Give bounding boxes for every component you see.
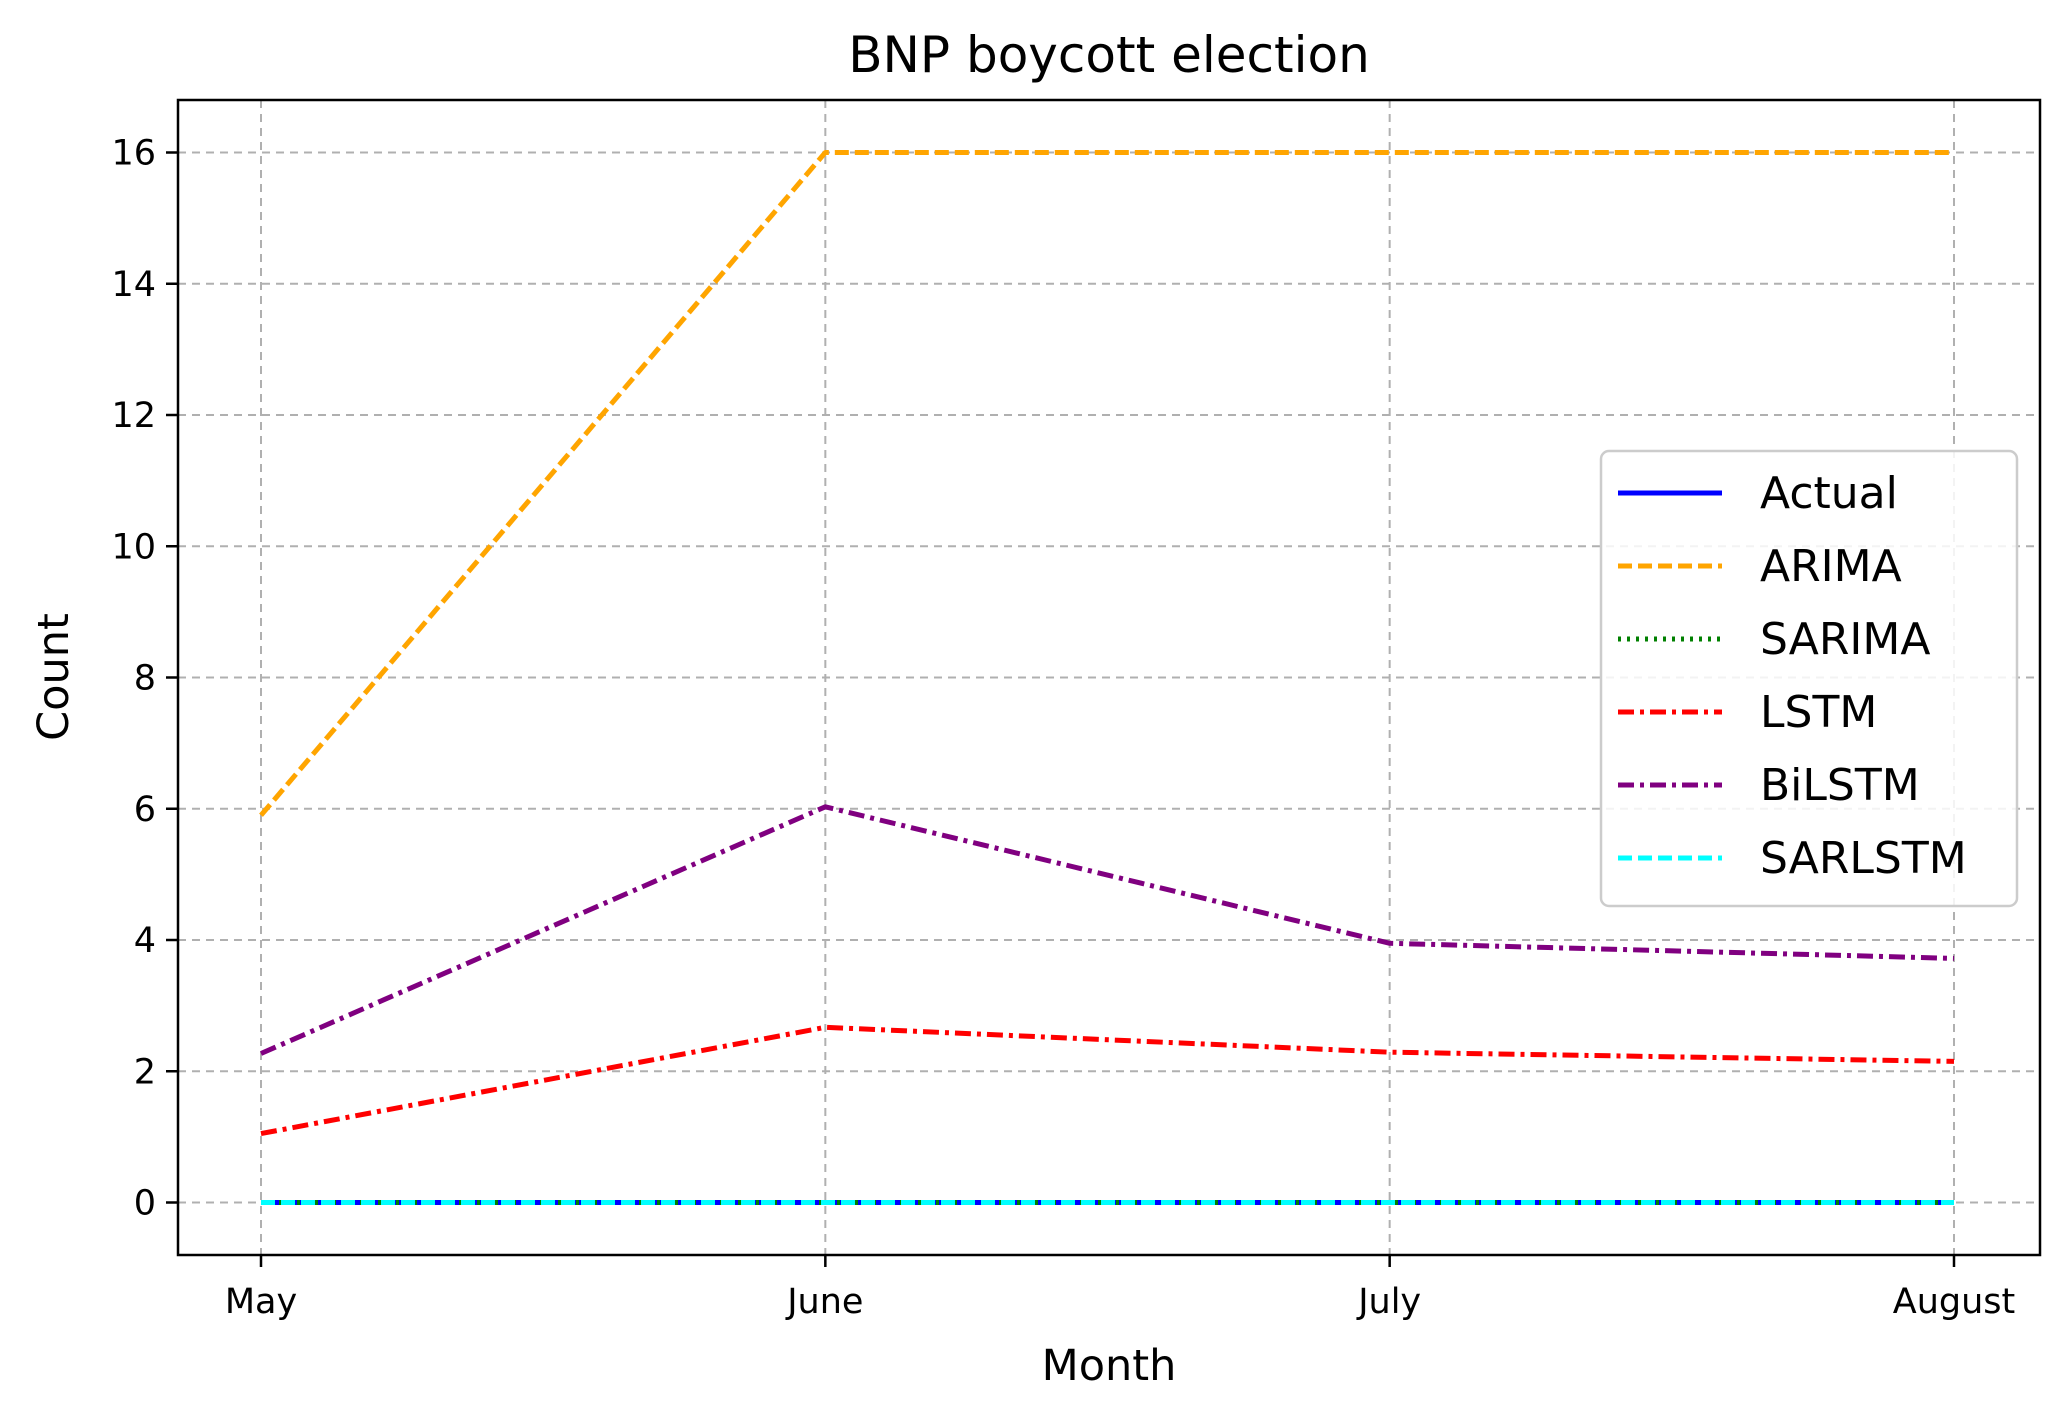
- y-tick-label: 4: [134, 921, 156, 961]
- series-line-arima: [259, 150, 1954, 817]
- series-lines: [259, 150, 1955, 1205]
- chart-title: BNP boycott election: [848, 26, 1370, 84]
- y-tick-label: 12: [111, 396, 156, 436]
- y-tick-label: 16: [111, 134, 156, 174]
- axis-ticks: May June July August 0 2 4 6 8 10 12 14 16: [111, 134, 2015, 1323]
- series-line-lstm: [260, 1024, 1955, 1137]
- legend-label-actual: Actual: [1760, 468, 1898, 519]
- x-tick-label: May: [225, 1282, 297, 1322]
- legend: Actual ARIMA SARIMA LSTM BiLSTM SARLSTM: [1599, 449, 2019, 908]
- x-tick-label: July: [1356, 1282, 1421, 1322]
- y-tick-label: 6: [134, 790, 156, 830]
- series-line-bilstm: [259, 804, 1955, 1056]
- y-axis-label: Count: [29, 613, 79, 741]
- y-tick-label: 8: [134, 659, 156, 699]
- y-tick-label: 10: [111, 527, 156, 567]
- x-tick-label: August: [1893, 1282, 2015, 1322]
- y-tick-label: 0: [134, 1184, 156, 1224]
- y-tick-label: 14: [111, 265, 156, 305]
- legend-label-bilstm: BiLSTM: [1760, 760, 1920, 811]
- y-tick-label: 2: [134, 1052, 156, 1092]
- x-axis-label: Month: [1042, 1341, 1177, 1391]
- x-tick-label: June: [785, 1282, 863, 1322]
- legend-label-sarlstm: SARLSTM: [1760, 833, 1967, 884]
- legend-label-arima: ARIMA: [1760, 541, 1902, 592]
- legend-label-lstm: LSTM: [1760, 687, 1877, 738]
- legend-label-sarima: SARIMA: [1760, 614, 1930, 665]
